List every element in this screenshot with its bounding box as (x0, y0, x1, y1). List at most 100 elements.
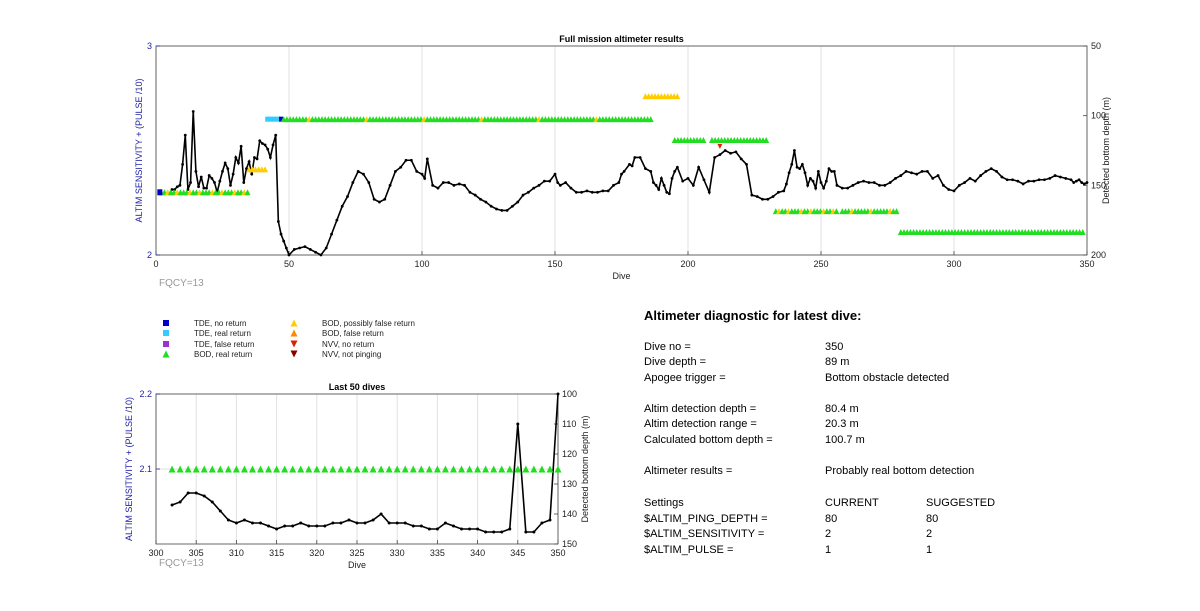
depth-point (630, 164, 634, 168)
bod-marker (192, 465, 200, 473)
depth-point (790, 163, 794, 166)
depth-point (387, 521, 391, 525)
depth-point (194, 491, 198, 495)
depth-point (484, 200, 488, 204)
x-tick-label: 335 (430, 548, 445, 558)
depth-point (484, 530, 488, 534)
depth-point (379, 512, 383, 516)
depth-point (505, 209, 509, 212)
altim-depth-label: Altim detection depth = (644, 403, 757, 415)
depth-point (431, 183, 435, 187)
depth-point (207, 174, 211, 177)
depth-point (633, 156, 637, 159)
bod-marker (184, 465, 192, 473)
depth-point (383, 197, 387, 201)
bod-marker (361, 465, 369, 473)
depth-point (452, 183, 456, 187)
depth-point (556, 181, 560, 184)
depth-point (761, 197, 764, 201)
bod-marker (498, 465, 506, 473)
tde-marker (265, 116, 271, 122)
depth-point (175, 185, 179, 189)
bod-marker (441, 465, 449, 473)
x-tick-label: 305 (189, 548, 204, 558)
setting-sensitivity-name: $ALTIM_SENSITIVITY = (644, 528, 765, 540)
depth-point (275, 527, 279, 531)
depth-point (1074, 179, 1078, 183)
depth-point (500, 209, 504, 212)
depth-point (274, 133, 278, 137)
depth-series-line (171, 393, 559, 533)
depth-point (622, 170, 626, 173)
depth-point (319, 253, 323, 257)
depth-point (476, 527, 480, 531)
depth-point (569, 186, 573, 190)
depth-point (537, 183, 541, 187)
bod-marker (385, 465, 393, 473)
depth-point (612, 183, 615, 187)
depth-point (178, 500, 182, 504)
altim-range-label: Altim detection range = (644, 418, 757, 430)
depth-point (973, 179, 977, 183)
bod-marker (433, 465, 441, 473)
depth-point (226, 167, 230, 171)
depth-point (734, 150, 738, 154)
depth-point (258, 139, 262, 143)
y-right-axis-label: Detected bottom depth (m) (580, 415, 590, 522)
depth-point (495, 207, 498, 211)
bod-marker (466, 465, 474, 473)
x-tick-label: 100 (414, 259, 429, 269)
x-tick-label: 350 (1079, 259, 1094, 269)
depth-point (371, 518, 375, 522)
suggested-header: SUGGESTED (926, 497, 996, 509)
depth-point (186, 491, 190, 495)
depth-point (1027, 179, 1030, 183)
depth-point (226, 518, 230, 522)
depth-point (1080, 181, 1084, 184)
setting-sensitivity-current: 2 (825, 528, 832, 540)
depth-point (771, 195, 775, 198)
depth-point (218, 179, 222, 183)
depth-point (263, 143, 267, 147)
depth-point (178, 183, 182, 187)
legend-label: NVV, not pinging (322, 350, 381, 359)
depth-point (307, 524, 311, 528)
depth-point (963, 181, 967, 184)
depth-point (339, 521, 343, 525)
depth-point (1059, 175, 1062, 179)
depth-point (283, 524, 287, 528)
y-right-tick-label: 200 (1091, 250, 1106, 260)
bod-marker (474, 465, 482, 473)
depth-point (189, 181, 192, 184)
depth-point (941, 183, 945, 187)
legend-swatch (162, 350, 170, 358)
legend-label: BOD, real return (194, 350, 252, 359)
depth-point (282, 239, 286, 243)
depth-point (292, 248, 296, 251)
depth-point (284, 246, 288, 250)
depth-point (242, 518, 246, 522)
tde-marker (157, 189, 163, 196)
depth-point (1072, 181, 1076, 184)
depth-point (540, 521, 544, 525)
depth-point (1069, 178, 1073, 182)
x-tick-label: 200 (680, 259, 695, 269)
altim-depth-value: 80.4 m (825, 403, 859, 415)
depth-point (423, 176, 427, 180)
depth-point (202, 186, 206, 190)
depth-point (229, 183, 232, 187)
setting-sensitivity-suggested: 2 (926, 528, 933, 540)
depth-point (427, 527, 431, 531)
bod-marker (647, 116, 654, 123)
depth-point (808, 176, 812, 180)
bod-marker (289, 465, 297, 473)
legend-swatch (290, 340, 298, 348)
plot-frame (155, 45, 1088, 256)
depth-point (729, 151, 732, 155)
depth-point (411, 524, 415, 528)
depth-point (542, 179, 546, 183)
legend-swatch (163, 320, 169, 326)
bod-marker (337, 465, 345, 473)
depth-point (856, 181, 860, 184)
depth-point (223, 161, 227, 165)
